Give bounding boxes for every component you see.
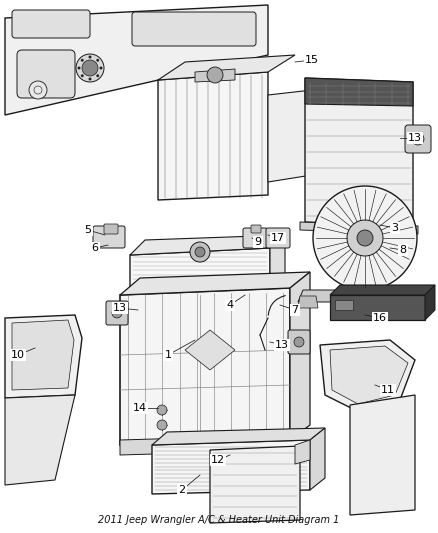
Text: 16: 16: [373, 313, 387, 323]
FancyBboxPatch shape: [106, 301, 128, 325]
FancyBboxPatch shape: [132, 12, 256, 46]
Circle shape: [112, 308, 122, 318]
Polygon shape: [425, 285, 435, 320]
Polygon shape: [152, 440, 310, 494]
Polygon shape: [330, 285, 435, 295]
FancyBboxPatch shape: [266, 228, 290, 248]
Polygon shape: [195, 69, 235, 82]
Polygon shape: [320, 340, 415, 410]
Circle shape: [81, 59, 83, 61]
Polygon shape: [330, 346, 408, 404]
Text: 7: 7: [291, 305, 299, 315]
Polygon shape: [330, 295, 425, 320]
Polygon shape: [158, 55, 295, 80]
Polygon shape: [120, 272, 310, 295]
Circle shape: [313, 186, 417, 290]
FancyBboxPatch shape: [405, 125, 431, 153]
Polygon shape: [380, 296, 400, 308]
FancyBboxPatch shape: [17, 50, 75, 98]
Circle shape: [157, 420, 167, 430]
Bar: [335, 300, 353, 310]
Text: 1: 1: [165, 350, 172, 360]
FancyBboxPatch shape: [288, 330, 310, 354]
Polygon shape: [268, 90, 312, 182]
Polygon shape: [210, 446, 300, 523]
Text: 13: 13: [408, 133, 422, 143]
Text: 17: 17: [271, 233, 285, 243]
Text: 8: 8: [399, 245, 406, 255]
Polygon shape: [130, 248, 270, 322]
Circle shape: [157, 405, 167, 415]
Text: 9: 9: [254, 237, 261, 247]
Text: 13: 13: [275, 340, 289, 350]
Polygon shape: [305, 78, 413, 226]
FancyBboxPatch shape: [93, 226, 125, 248]
Circle shape: [78, 67, 80, 69]
Polygon shape: [12, 320, 74, 390]
Circle shape: [100, 67, 102, 69]
Polygon shape: [120, 288, 290, 445]
Circle shape: [82, 60, 98, 76]
Circle shape: [96, 75, 99, 77]
Text: 4: 4: [226, 300, 233, 310]
Circle shape: [357, 230, 373, 246]
Text: 14: 14: [133, 403, 147, 413]
Text: 10: 10: [11, 350, 25, 360]
Circle shape: [89, 56, 91, 58]
Polygon shape: [298, 296, 318, 308]
FancyBboxPatch shape: [243, 228, 267, 248]
Polygon shape: [298, 290, 432, 302]
Text: 2: 2: [178, 485, 186, 495]
Polygon shape: [158, 72, 268, 200]
Circle shape: [412, 133, 424, 145]
Polygon shape: [270, 235, 285, 318]
Polygon shape: [407, 296, 427, 308]
Text: 5: 5: [85, 225, 92, 235]
Text: 6: 6: [92, 243, 99, 253]
Polygon shape: [5, 395, 75, 485]
Text: 12: 12: [211, 455, 225, 465]
Polygon shape: [185, 330, 235, 370]
FancyBboxPatch shape: [104, 224, 118, 234]
Polygon shape: [295, 440, 310, 464]
Circle shape: [81, 75, 83, 77]
Polygon shape: [5, 315, 82, 398]
Circle shape: [29, 81, 47, 99]
Circle shape: [190, 242, 210, 262]
Polygon shape: [340, 296, 360, 308]
Text: 11: 11: [381, 385, 395, 395]
Polygon shape: [305, 78, 413, 106]
Text: 15: 15: [305, 55, 319, 65]
Polygon shape: [300, 222, 418, 234]
Circle shape: [195, 247, 205, 257]
FancyBboxPatch shape: [251, 225, 261, 233]
Polygon shape: [120, 435, 290, 455]
Polygon shape: [350, 395, 415, 515]
Polygon shape: [290, 272, 310, 440]
Circle shape: [207, 67, 223, 83]
Polygon shape: [5, 5, 268, 115]
FancyBboxPatch shape: [12, 10, 90, 38]
Circle shape: [89, 78, 91, 80]
Circle shape: [76, 54, 104, 82]
Polygon shape: [130, 235, 285, 255]
Circle shape: [96, 59, 99, 61]
Text: 3: 3: [392, 223, 399, 233]
Text: 2011 Jeep Wrangler A/C & Heater Unit Diagram 1: 2011 Jeep Wrangler A/C & Heater Unit Dia…: [98, 515, 340, 525]
Circle shape: [294, 337, 304, 347]
Text: 13: 13: [113, 303, 127, 313]
Polygon shape: [310, 428, 325, 490]
Circle shape: [347, 220, 383, 256]
Polygon shape: [152, 428, 325, 445]
